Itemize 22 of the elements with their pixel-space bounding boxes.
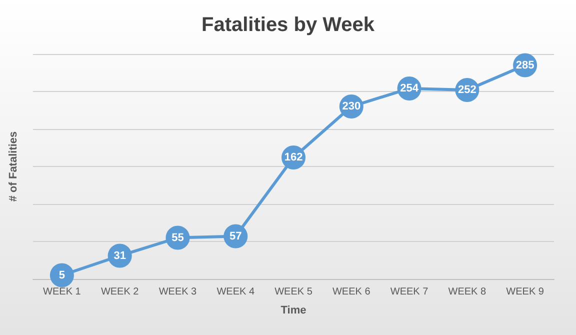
x-tick-label: WEEK 9 bbox=[506, 286, 544, 298]
x-axis-title: Time bbox=[280, 304, 306, 316]
data-label: 57 bbox=[229, 230, 242, 242]
data-label: 254 bbox=[400, 82, 420, 94]
x-tick-label: WEEK 4 bbox=[216, 286, 255, 298]
data-label: 5 bbox=[58, 269, 66, 282]
x-tick-label: WEEK 1 bbox=[43, 286, 82, 298]
data-label: 55 bbox=[172, 232, 184, 244]
point bbox=[50, 263, 74, 288]
data-label: 230 bbox=[342, 100, 361, 112]
x-tick-label: WEEK 5 bbox=[274, 286, 313, 298]
x-tick-label: WEEK 7 bbox=[390, 286, 429, 298]
x-tick-label: WEEK 2 bbox=[100, 286, 140, 298]
data-label: 31 bbox=[114, 250, 126, 262]
x-tick-label: WEEK 6 bbox=[332, 286, 371, 298]
chart-title: Fatalities by Week bbox=[201, 14, 376, 36]
x-tick-label: WEEK 3 bbox=[158, 286, 198, 298]
y-axis-title: # of Fatalities bbox=[8, 131, 20, 202]
data-label: 285 bbox=[516, 59, 534, 72]
data-label: 162 bbox=[284, 152, 303, 164]
x-tick-label: WEEK 8 bbox=[448, 286, 486, 298]
data-label: 252 bbox=[458, 84, 476, 96]
